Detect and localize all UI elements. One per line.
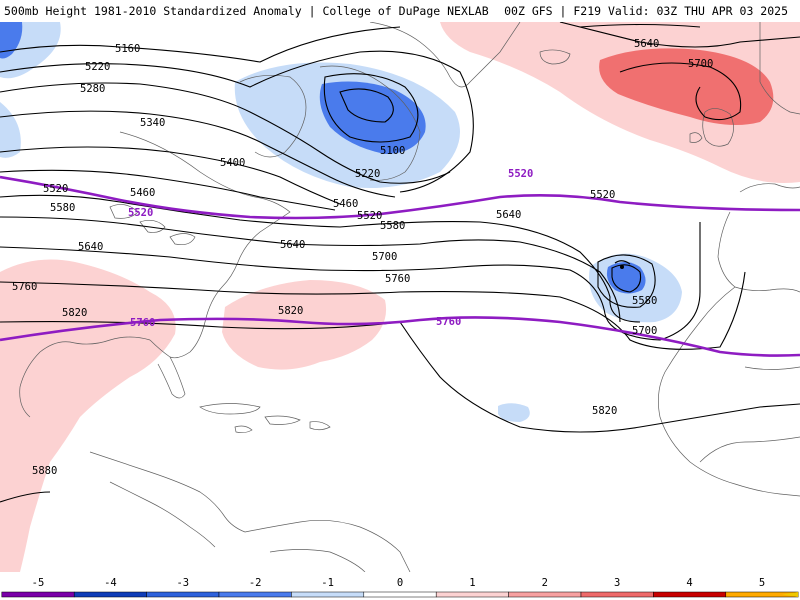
colorbar-tick-label: -4 [104,577,117,589]
model-run-label: 00Z GFS | F219 Valid: 03Z THU APR 03 202… [504,4,788,18]
low-centers [614,260,631,269]
contour-label: 5220 [85,61,110,73]
contour-label: 5820 [278,305,303,317]
pos-anomaly-gulf [0,259,176,572]
contour-label: 5340 [140,117,165,129]
pos-anomaly-west-atlantic [222,280,387,370]
colorbar-swatch [1,591,75,598]
contour-label: 5580 [632,295,657,307]
contour-label: 5580 [380,220,405,232]
colorbar-swatch [435,591,509,598]
contour-label: 5880 [32,465,57,477]
geography-lines [19,22,800,572]
contour-label: 5460 [130,187,155,199]
neg-anomaly-tropics [498,403,530,422]
colorbar-swatch [653,591,727,598]
highlight-label: 5760 [130,317,155,329]
contour-label: 5520 [590,189,615,201]
colorbar-tick-label: -2 [249,577,262,589]
contour-label: 5640 [280,239,305,251]
contour-label: 5160 [115,43,140,55]
map-title: 500mb Height 1981-2010 Standardized Anom… [4,4,489,18]
contour-label: 5700 [632,325,657,337]
colorbar-swatch [218,591,292,598]
contour-label: 5520 [43,183,68,195]
colorbar-arrow-high [782,592,799,597]
contour-label: 5220 [355,168,380,180]
colorbar-tick-label: 0 [397,577,403,589]
colorbar-tick-label: -3 [176,577,189,589]
contour-label: 5280 [80,83,105,95]
neg2-anomaly-hudson [319,81,426,154]
colorbar-ticks: -5 -4 -3 -2 -1 0 1 2 3 4 5 [32,577,765,589]
contour-label: 5700 [688,58,713,70]
colorbar-swatch [508,591,582,598]
highlight-label: 5760 [436,316,461,328]
highlight-label: 5520 [128,207,153,219]
contour-label: 5460 [333,198,358,210]
contour-label: 5760 [12,281,37,293]
contour-label: 5400 [220,157,245,169]
colorbar-swatch [363,591,437,598]
colorbar-swatch [580,591,654,598]
contour-5520 [0,175,800,220]
height-contours [0,22,800,503]
contour-5760 [0,316,800,357]
contour-label: 5760 [385,273,410,285]
highlight-contours [0,175,800,357]
contour-label: 5820 [62,307,87,319]
highlight-label: 5520 [508,168,533,180]
contour-label: 5580 [50,202,75,214]
colorbar-swatch [291,591,365,598]
anomaly-colorbar: -5 -4 -3 -2 -1 0 1 2 3 4 5 [0,572,800,600]
pos2-anomaly-north-atlantic [599,48,774,126]
colorbar-swatch [73,591,147,598]
colorbar-tick-label: 1 [469,577,475,589]
contour-label: 5640 [78,241,103,253]
colorbar-tick-label: 4 [686,577,692,589]
contour-label: 5820 [592,405,617,417]
contour-label: 5100 [380,145,405,157]
contour-label: 5640 [496,209,521,221]
header-bar: 500mb Height 1981-2010 Standardized Anom… [0,0,800,22]
weather-map[interactable]: 5160 5220 5280 5340 5400 5460 5520 5580 … [0,22,800,572]
colorbar-swatch [146,591,220,598]
colorbar-tick-label: 3 [614,577,620,589]
contour-labels: 5160 5220 5280 5340 5400 5460 5520 5580 … [12,38,713,477]
neg2-anomaly-cutoff [606,262,646,294]
highlight-labels: 5520 5520 5760 5760 [128,168,533,329]
contour-label: 5700 [372,251,397,263]
neg2-anomaly-northwest [0,22,23,59]
contour-label: 5520 [357,210,382,222]
colorbar-swatches [1,591,799,598]
contour-label: 5640 [634,38,659,50]
colorbar-tick-label: -1 [321,577,334,589]
colorbar-tick-label: 5 [759,577,765,589]
colorbar-tick-label: 2 [542,577,548,589]
colorbar-tick-label: -5 [32,577,45,589]
